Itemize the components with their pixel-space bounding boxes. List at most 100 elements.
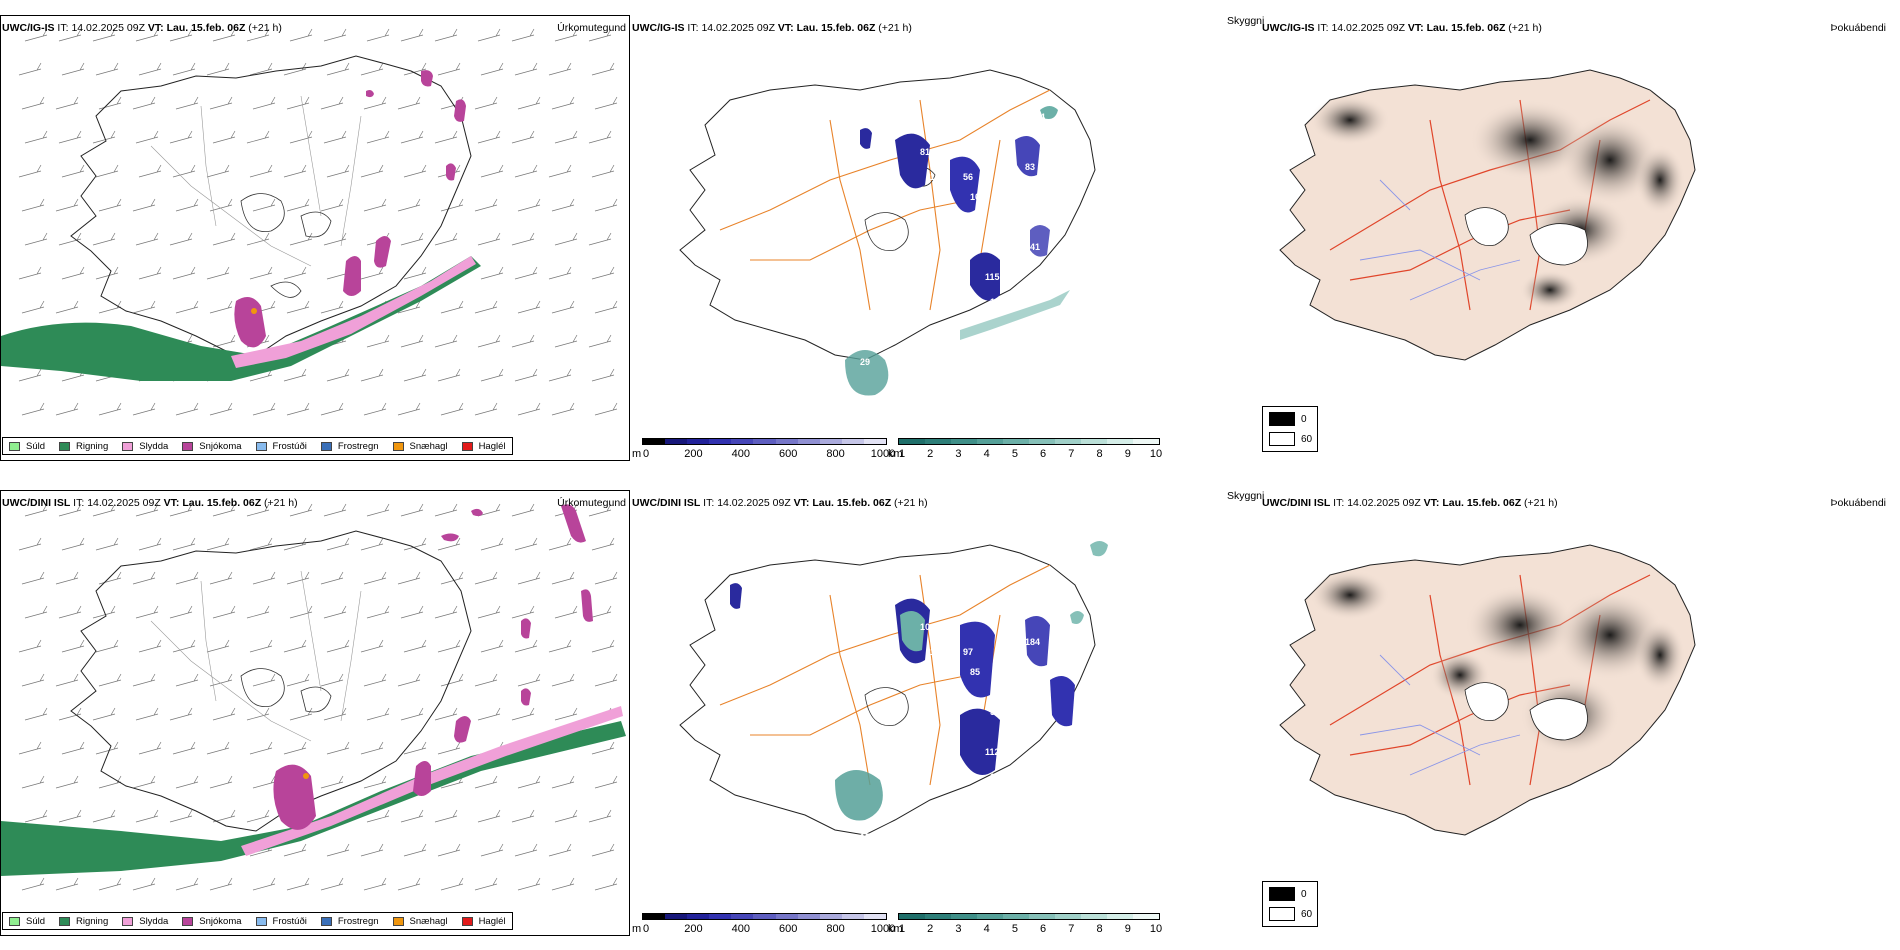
cloud-title: UWC/DINI ISL IT: 14.02.2025 09Z VT: Lau.… xyxy=(632,497,928,509)
wind-barb xyxy=(98,673,122,687)
legend-item: Haglél xyxy=(461,441,506,452)
wind-barb xyxy=(403,266,427,280)
wind-barb xyxy=(55,775,79,789)
wind-barb xyxy=(360,62,384,76)
wind-barb xyxy=(551,877,575,891)
wind-barb xyxy=(61,639,85,653)
wind-barb xyxy=(477,605,501,619)
roads xyxy=(150,95,362,267)
legend-swatch xyxy=(255,441,267,451)
wind-barb xyxy=(517,300,541,314)
wind-barb xyxy=(517,673,541,687)
precip-map xyxy=(1,28,618,416)
wind-barb xyxy=(320,96,344,110)
glaciers xyxy=(1464,207,1588,266)
wind-barb xyxy=(437,843,461,857)
wind-barb xyxy=(440,198,464,212)
legend-item: Slydda xyxy=(122,916,168,927)
coastline xyxy=(70,530,472,832)
wind-barb xyxy=(474,571,498,585)
snow-pellet xyxy=(251,308,257,314)
wind-barb xyxy=(320,402,344,416)
wind-barb xyxy=(400,809,424,823)
wind-barb xyxy=(175,198,199,212)
colorbar-unit: m xyxy=(632,448,642,460)
wind-barb xyxy=(474,402,498,416)
wind-barb xyxy=(320,775,344,789)
wind-barb xyxy=(286,300,310,314)
wind-barb xyxy=(480,843,504,857)
wind-barb xyxy=(138,266,162,280)
fog-map-svg xyxy=(1279,544,1696,836)
wind-barb xyxy=(283,62,307,76)
wind-barb xyxy=(326,843,350,857)
colorbar-tick: 5 xyxy=(1011,448,1018,460)
wind-barb xyxy=(58,707,82,721)
ceiling-label: 81 xyxy=(920,147,930,157)
wind-barb xyxy=(95,537,119,551)
snow-area xyxy=(234,297,266,348)
legend-label: Haglél xyxy=(478,915,506,927)
wind-barb xyxy=(548,368,572,382)
wind-barb xyxy=(212,334,236,348)
sleet-area xyxy=(231,256,476,368)
colorbar-unit: m xyxy=(632,923,642,935)
wind-barb xyxy=(246,605,270,619)
colorbar-segment xyxy=(863,439,887,444)
wind-barb xyxy=(175,571,199,585)
wind-barb xyxy=(55,877,79,891)
snow-area xyxy=(273,764,316,830)
ceiling-label: 90 xyxy=(895,377,905,387)
legend-swatch xyxy=(9,916,20,926)
wind-barb xyxy=(138,741,162,755)
wind-barb xyxy=(474,877,498,891)
legend-swatch xyxy=(461,441,473,451)
colorbar-segment xyxy=(1133,439,1159,444)
wind-barb xyxy=(169,28,193,42)
colorbar-segment xyxy=(1133,914,1159,919)
legend-label: Snæhagl xyxy=(409,440,448,452)
precip-legend: Súld Rigning Slydda Snjókoma Frostúði Frostre… xyxy=(2,912,513,930)
fog-title: UWC/IG-IS IT: 14.02.2025 09Z VT: Lau. 15… xyxy=(1262,22,1542,34)
legend-label: Rigning xyxy=(76,915,109,927)
legend-label: Snjókoma xyxy=(199,915,242,927)
wind-barb xyxy=(514,537,538,551)
fog-legend-swatch xyxy=(1269,432,1295,446)
legend-label: Frostregn xyxy=(337,440,379,452)
wind-barb xyxy=(289,503,313,517)
legend-swatch xyxy=(392,441,404,451)
wind-barb xyxy=(548,266,572,280)
colorbar-segment xyxy=(643,914,666,919)
wind-barb xyxy=(24,809,48,823)
colorbar-strip xyxy=(898,438,1160,445)
ceiling-label: 113 xyxy=(930,647,945,657)
colorbar-segment xyxy=(951,914,977,919)
wind-barb xyxy=(252,673,276,687)
ceiling-label: 129 xyxy=(990,232,1005,242)
wind-barb xyxy=(95,266,119,280)
glaciers xyxy=(240,193,332,298)
wind-barb xyxy=(92,28,116,42)
fog-legend: 0 60 xyxy=(1262,406,1318,452)
wind-barb xyxy=(360,741,384,755)
ceiling-label: 184 xyxy=(1025,637,1040,647)
colorbar-segment xyxy=(977,439,1003,444)
wind-barb xyxy=(366,605,390,619)
ceiling-areas xyxy=(860,128,1050,301)
wind-barb xyxy=(588,28,612,42)
colorbar-segment xyxy=(687,914,710,919)
wind-barb xyxy=(594,571,618,585)
wind-barb xyxy=(95,639,119,653)
colorbar-segment xyxy=(1081,914,1107,919)
wind-barb xyxy=(363,571,387,585)
wind-barb xyxy=(551,571,575,585)
wind-barb xyxy=(397,673,421,687)
wind-barb xyxy=(132,673,156,687)
fog-legend-label: 60 xyxy=(1301,908,1313,920)
wind-barb xyxy=(480,164,504,178)
wind-barb xyxy=(172,537,196,551)
wind-barb xyxy=(286,673,310,687)
colorbar-segment xyxy=(1029,439,1055,444)
legend-item: Súld xyxy=(9,441,45,452)
wind-barb xyxy=(138,537,162,551)
